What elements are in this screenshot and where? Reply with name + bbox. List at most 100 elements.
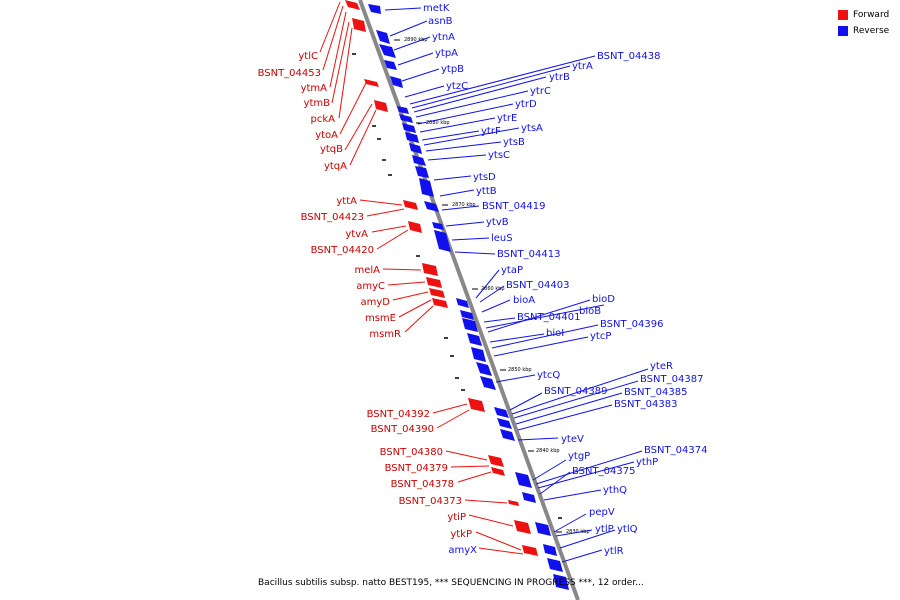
gene-label[interactable]: pckA [311, 114, 336, 125]
gene-label[interactable]: ytlP [595, 524, 614, 535]
forward-swatch-icon [838, 10, 848, 20]
gene-label[interactable]: asnB [428, 16, 453, 27]
gene-label[interactable]: yteV [561, 434, 584, 445]
gene-label[interactable]: bioB [579, 306, 601, 317]
gene-label[interactable]: ytrA [572, 61, 593, 72]
gene-label[interactable]: ytpB [441, 64, 464, 75]
gene-label[interactable]: BSNT_04396 [600, 319, 663, 330]
leader-line [413, 76, 547, 113]
gene-block [462, 318, 478, 332]
gene-label[interactable]: BSNT_04453 [258, 68, 321, 79]
organism-caption: Bacillus subtilis subsp. natto BEST195, … [258, 578, 644, 588]
gene-label[interactable]: ytsC [488, 150, 510, 161]
gene-label[interactable]: ytlR [604, 546, 624, 557]
gene-label[interactable]: yteR [650, 361, 673, 372]
gene-label[interactable]: BSNT_04375 [572, 466, 635, 477]
gene-label[interactable]: ytrF [481, 126, 501, 137]
gene-label[interactable]: yttA [336, 196, 357, 207]
leader-line [423, 127, 520, 146]
gene-label[interactable]: ytoA [315, 130, 338, 141]
gene-label[interactable]: ytgP [568, 451, 590, 462]
gene-label[interactable]: BSNT_04380 [380, 447, 443, 458]
tick-label: 2890 kbp [404, 37, 428, 43]
leader-line [415, 90, 529, 118]
gene-label[interactable]: ytnA [432, 32, 455, 43]
leader-line [454, 251, 496, 255]
gene-label[interactable]: bioI [546, 328, 564, 339]
gene-label[interactable]: ytkP [450, 529, 472, 540]
gene-label[interactable]: ytsB [503, 137, 525, 148]
gene-label[interactable]: BSNT_04389 [544, 386, 607, 397]
gene-label[interactable]: BSNT_04383 [614, 399, 677, 410]
leader-line [419, 117, 496, 133]
gene-label[interactable]: ytrD [515, 99, 537, 110]
gene-label[interactable]: ytzC [446, 81, 468, 92]
leader-line [349, 109, 377, 166]
gene-label[interactable]: bioD [592, 294, 615, 305]
gene-label[interactable]: ytqB [320, 144, 343, 155]
gene-label[interactable]: msmR [369, 329, 401, 340]
gene-label[interactable]: ytaP [501, 265, 523, 276]
gene-label[interactable]: BSNT_04374 [644, 445, 707, 456]
gene-label[interactable]: metK [423, 3, 450, 14]
gene-block [397, 106, 409, 114]
gene-block [468, 398, 485, 412]
gene-label[interactable]: BSNT_04392 [367, 409, 430, 420]
forward-label: Forward [853, 10, 890, 20]
gene-block [547, 558, 563, 572]
gene-label[interactable]: amyX [448, 545, 477, 556]
gene-label[interactable]: ytmB [304, 98, 331, 109]
leader-line [436, 409, 470, 429]
gene-label[interactable]: ytvA [345, 229, 368, 240]
gene-block [543, 544, 557, 556]
gene-label[interactable]: BSNT_04420 [311, 245, 374, 256]
gene-label[interactable]: yttB [476, 186, 497, 197]
gene-label[interactable]: ytcQ [537, 370, 560, 381]
gene-label[interactable]: amyD [361, 297, 391, 308]
gene-label[interactable]: ytlC [298, 51, 318, 62]
gene-label[interactable]: ytlQ [617, 524, 638, 535]
gene-block [345, 0, 360, 10]
gene-block [480, 376, 496, 390]
leader-line [366, 208, 405, 217]
gene-label[interactable]: ytmA [301, 83, 328, 94]
tick-label: 2850 kbp [508, 367, 532, 373]
gene-label[interactable]: ytrE [497, 113, 517, 124]
gene-label[interactable]: BSNT_04438 [597, 51, 660, 62]
gene-label[interactable]: BSNT_04423 [301, 212, 364, 223]
gene-label[interactable]: BSNT_04401 [517, 312, 580, 323]
gene-label[interactable]: BSNT_04385 [624, 387, 687, 398]
gene-label[interactable]: BSNT_04378 [391, 479, 454, 490]
gene-label[interactable]: BSNT_04419 [482, 201, 545, 212]
gene-label[interactable]: BSNT_04403 [506, 280, 569, 291]
gene-label[interactable]: BSNT_04413 [497, 249, 560, 260]
gene-label[interactable]: ytiP [447, 512, 466, 523]
gene-label[interactable]: ytpA [435, 48, 458, 59]
gene-label[interactable]: ythQ [603, 485, 627, 496]
gene-label[interactable]: pepV [589, 507, 615, 518]
gene-label[interactable]: ytrC [530, 86, 551, 97]
gene-label[interactable]: BSNT_04390 [371, 424, 434, 435]
gene-label[interactable]: ytvB [486, 217, 509, 228]
leader-line [339, 82, 367, 135]
leader-line [539, 471, 571, 495]
gene-label[interactable]: ytrB [549, 72, 570, 83]
gene-label[interactable]: BSNT_04379 [385, 463, 448, 474]
leader-line [532, 459, 567, 481]
leader-line [319, 1, 341, 53]
gene-label[interactable]: bioA [513, 295, 535, 306]
gene-label[interactable]: BSNT_04387 [640, 374, 703, 385]
gene-label[interactable]: leuS [491, 233, 513, 244]
gene-label[interactable]: ytcP [590, 331, 611, 342]
leader-line [441, 205, 480, 211]
gene-label[interactable]: BSNT_04373 [399, 496, 462, 507]
leader-line [322, 5, 344, 71]
gene-label[interactable]: melA [354, 265, 380, 276]
gene-label[interactable]: ytqA [324, 161, 347, 172]
gene-label[interactable]: ytsA [521, 123, 543, 134]
gene-label[interactable]: ytsD [473, 172, 496, 183]
gene-label[interactable]: msmE [365, 313, 396, 324]
leader-line [392, 291, 429, 301]
gene-label[interactable]: ythP [636, 457, 658, 468]
gene-label[interactable]: amyC [356, 281, 385, 292]
